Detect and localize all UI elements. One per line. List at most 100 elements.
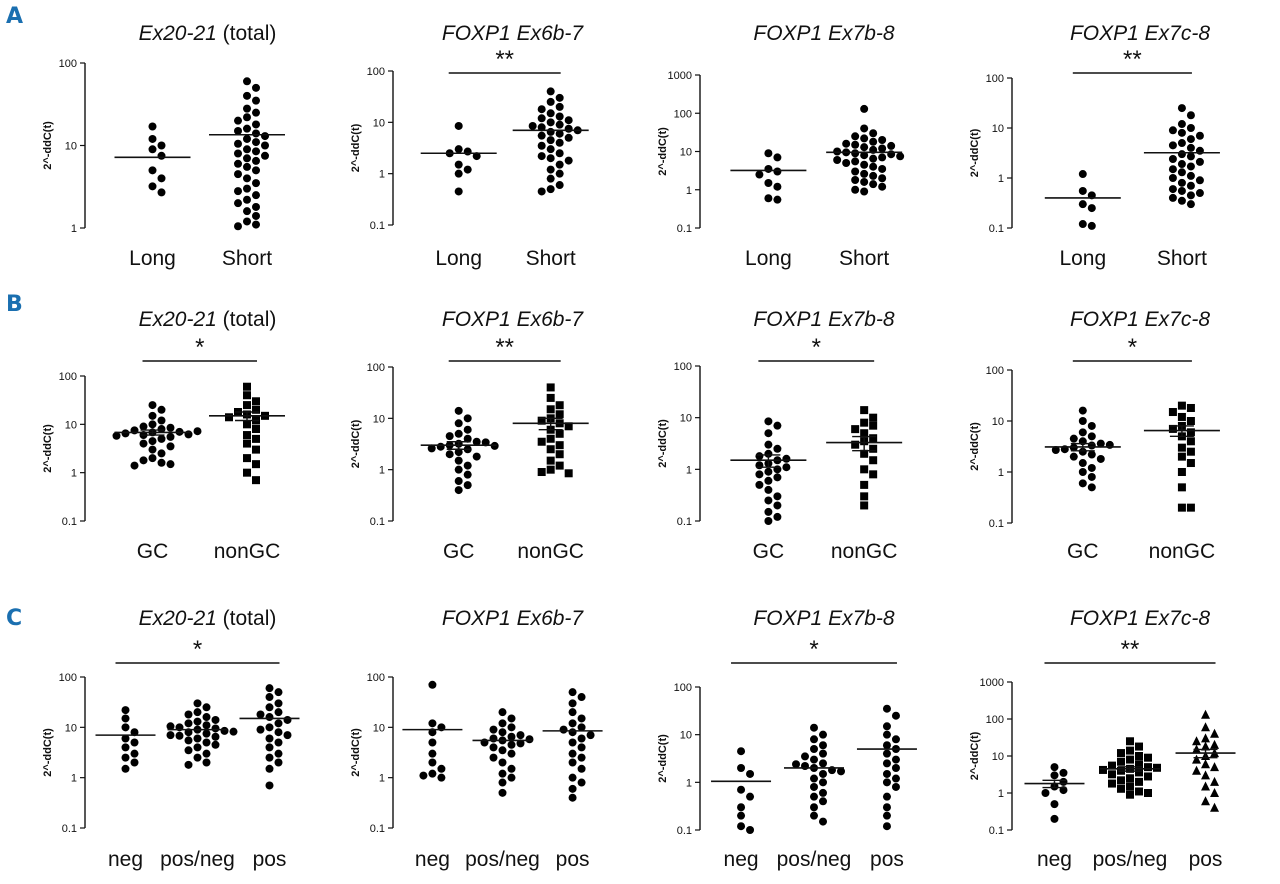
data-point (516, 731, 525, 740)
panel-title-gene: FOXP1 Ex7c-8 (1070, 308, 1210, 331)
data-point (1087, 450, 1096, 459)
data-point (882, 704, 891, 713)
category-label: neg (108, 848, 143, 871)
data-point (869, 162, 878, 171)
category-label: Short (526, 247, 576, 270)
data-point (1210, 762, 1220, 772)
data-point (157, 141, 166, 150)
data-point (882, 730, 891, 739)
significance-stars: * (193, 636, 202, 663)
data-point (1177, 139, 1186, 148)
data-point (1078, 447, 1087, 456)
chart-panel-b-1: Ex20-21 (total) 0.1 1 10 100 2^-ddC(t) GC nonGC… (42, 308, 285, 563)
data-point (243, 195, 251, 204)
y-tick-label: 1 (998, 173, 1004, 185)
data-point (1177, 196, 1186, 205)
data-point (1168, 165, 1177, 174)
y-tick-label: 100 (367, 362, 385, 374)
significance-stars: * (812, 334, 821, 361)
data-point (234, 116, 242, 125)
data-point (243, 420, 251, 429)
data-point (265, 764, 274, 773)
data-point (837, 767, 845, 776)
data-point (1144, 772, 1152, 781)
y-axis-label: 2^-ddC(t) (350, 419, 362, 468)
data-point (184, 760, 193, 769)
panel-title-gene: FOXP1 Ex7c-8 (1070, 607, 1210, 630)
data-point (555, 429, 564, 438)
data-point (454, 419, 463, 428)
data-point (157, 151, 166, 160)
data-point (764, 476, 773, 485)
data-point (810, 774, 818, 783)
data-point (555, 401, 564, 410)
chart-panel-a-1: Ex20-21 (total) 1 10 100 2^-ddC(t) Long Short (42, 22, 285, 270)
category-label: Long (1059, 247, 1106, 270)
data-point (234, 149, 242, 158)
data-point (265, 743, 274, 752)
data-point (243, 154, 251, 163)
data-point (537, 123, 546, 132)
data-point (882, 811, 891, 820)
chart-panel-b-4: FOXP1 Ex7c-8 0.1 1 10 100 2^-ddC(t) GC nonGC * (969, 308, 1220, 563)
data-point (764, 449, 773, 458)
data-point (810, 723, 818, 732)
data-point (252, 397, 260, 406)
data-point (454, 486, 463, 495)
data-point (252, 129, 260, 138)
data-point (121, 706, 130, 715)
chart-panel-b-2: FOXP1 Ex6b-7 0.1 1 10 100 2^-ddC(t) GC nonGC ** (350, 308, 589, 563)
data-point (234, 139, 242, 148)
y-axis-label: 2^-ddC(t) (42, 728, 54, 777)
data-point (755, 470, 764, 479)
data-point (555, 112, 564, 121)
data-point (842, 139, 851, 148)
data-point (243, 217, 251, 226)
data-point (878, 182, 887, 191)
data-point (755, 480, 764, 489)
data-point (1050, 814, 1059, 823)
panel-title: FOXP1 Ex7b-8 (753, 308, 895, 331)
data-point (577, 734, 586, 743)
data-point (427, 444, 436, 453)
panel-title: Ex20-21 (total) (139, 607, 277, 630)
category-label: neg (415, 848, 450, 871)
data-point (1168, 141, 1177, 150)
data-point (1050, 763, 1059, 772)
data-point (1050, 771, 1059, 780)
panel-title: FOXP1 Ex7c-8 (1070, 607, 1210, 630)
category-label: Long (745, 247, 792, 270)
data-point (860, 151, 869, 160)
data-point (139, 456, 148, 465)
y-tick-label: 1 (998, 788, 1004, 800)
data-point (193, 427, 202, 436)
data-point (869, 444, 878, 453)
panel-letter-b: B (6, 292, 23, 317)
y-tick-label: 100 (367, 66, 385, 78)
data-point (454, 169, 463, 178)
data-point (454, 121, 463, 130)
data-point (1192, 754, 1202, 764)
data-point (265, 781, 274, 790)
data-point (737, 747, 746, 756)
data-point (773, 444, 782, 453)
panel-title: FOXP1 Ex7b-8 (753, 22, 895, 45)
data-point (193, 717, 202, 726)
data-point (121, 753, 130, 762)
panel-title: FOXP1 Ex6b-7 (442, 308, 585, 331)
data-point (882, 822, 891, 831)
data-point (1087, 483, 1096, 492)
data-point (428, 738, 437, 747)
data-point (243, 207, 251, 216)
data-point (555, 181, 564, 190)
y-axis-label: 2^-ddC(t) (657, 734, 669, 783)
data-point (428, 749, 437, 758)
data-point (860, 492, 869, 501)
data-point (819, 769, 827, 778)
data-point (860, 177, 869, 186)
data-point (737, 803, 746, 812)
data-point (755, 170, 764, 179)
data-point (819, 749, 827, 758)
data-point (1126, 737, 1134, 746)
data-point (229, 727, 238, 736)
